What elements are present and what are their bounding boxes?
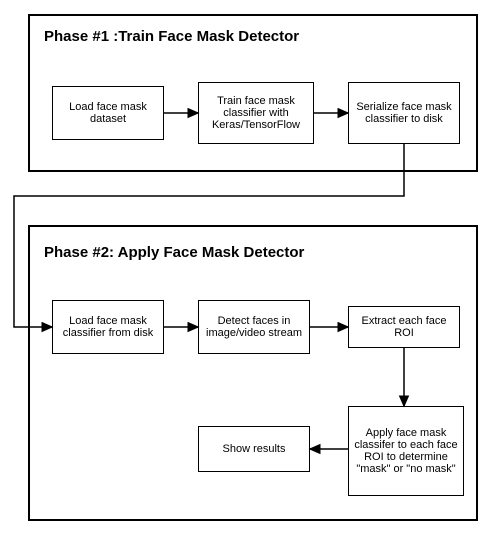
node-label: Show results — [223, 443, 286, 455]
node-extract-roi: Extract each face ROI — [348, 306, 460, 348]
node-label: Apply face mask classifer to each face R… — [353, 427, 459, 475]
node-load-dataset: Load face mask dataset — [52, 86, 164, 140]
node-show-results: Show results — [198, 426, 310, 472]
phase2-title: Phase #2: Apply Face Mask Detector — [44, 244, 304, 261]
node-label: Detect faces in image/video stream — [203, 315, 305, 339]
node-train-classifier: Train face mask classifier with Keras/Te… — [198, 82, 314, 144]
node-label: Load face mask classifier from disk — [57, 315, 159, 339]
node-label: Extract each face ROI — [353, 315, 455, 339]
flowchart-canvas: Phase #1 :Train Face Mask Detector Phase… — [0, 0, 500, 537]
node-detect-faces: Detect faces in image/video stream — [198, 300, 310, 354]
node-load-classifier: Load face mask classifier from disk — [52, 300, 164, 354]
node-apply-classifier: Apply face mask classifer to each face R… — [348, 406, 464, 496]
node-label: Load face mask dataset — [57, 101, 159, 125]
phase1-title: Phase #1 :Train Face Mask Detector — [44, 28, 299, 45]
node-label: Train face mask classifier with Keras/Te… — [203, 95, 309, 131]
node-label: Serialize face mask classifier to disk — [353, 101, 455, 125]
node-serialize: Serialize face mask classifier to disk — [348, 82, 460, 144]
